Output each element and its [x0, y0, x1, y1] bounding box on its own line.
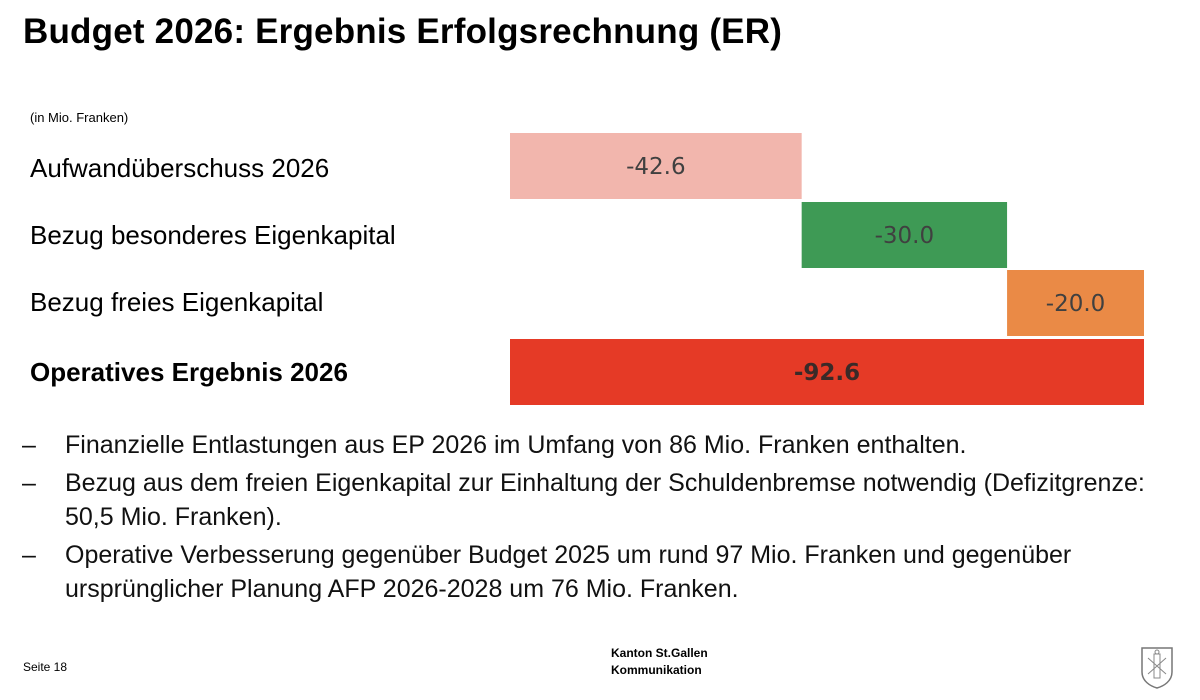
- bullet-list: – Finanzielle Entlastungen aus EP 2026 i…: [22, 428, 1182, 610]
- row-label-besonderes-eigenkapital: Bezug besonderes Eigenkapital: [30, 220, 396, 250]
- bullet-marker: –: [22, 431, 36, 459]
- bullet-item: – Operative Verbesserung gegenüber Budge…: [22, 538, 1182, 606]
- row-label-freies-eigenkapital: Bezug freies Eigenkapital: [30, 287, 324, 317]
- org-name: Kanton St.Gallen: [611, 646, 708, 660]
- page-title: Budget 2026: Ergebnis Erfolgsrechnung (E…: [23, 12, 783, 51]
- org-block: Kanton St.Gallen Kommunikation: [611, 645, 708, 679]
- bar-value-label: -30.0: [875, 223, 935, 249]
- bullet-marker: –: [22, 541, 36, 569]
- bullet-text: Bezug aus dem freien Eigenkapital zur Ei…: [65, 469, 1145, 531]
- bar-step: [801, 202, 1008, 268]
- bar-step: [1007, 270, 1144, 336]
- bar-step: [510, 133, 802, 199]
- bullet-text: Operative Verbesserung gegenüber Budget …: [65, 541, 1072, 603]
- bar-value-label: -20.0: [1046, 291, 1106, 317]
- coat-of-arms-icon: [1141, 647, 1173, 689]
- bar-total: [510, 339, 1144, 405]
- org-department: Kommunikation: [611, 663, 702, 677]
- page-number: Seite 18: [23, 660, 68, 674]
- row-label-aufwandueberschuss: Aufwandüberschuss 2026: [30, 153, 330, 183]
- bullet-item: – Finanzielle Entlastungen aus EP 2026 i…: [22, 428, 1182, 462]
- waterfall-chart: -42.6 -30.0 -20.0 -92.6: [510, 133, 1144, 405]
- row-label-operatives-ergebnis: Operatives Ergebnis 2026: [30, 357, 348, 387]
- bullet-item: – Bezug aus dem freien Eigenkapital zur …: [22, 466, 1182, 534]
- bullet-text: Finanzielle Entlastungen aus EP 2026 im …: [65, 431, 967, 459]
- unit-note: (in Mio. Franken): [30, 110, 129, 125]
- bar-value-label: -92.6: [794, 360, 860, 386]
- bar-value-label: -42.6: [626, 154, 686, 180]
- bullet-marker: –: [22, 469, 36, 497]
